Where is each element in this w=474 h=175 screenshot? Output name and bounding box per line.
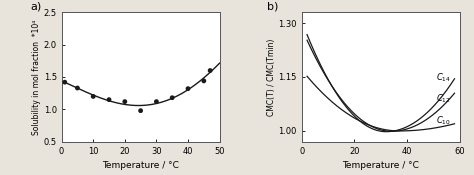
Text: $C_{14}$: $C_{14}$ [436, 71, 451, 84]
X-axis label: Temperature / °C: Temperature / °C [342, 161, 419, 170]
Point [206, 69, 214, 72]
Point [184, 87, 192, 90]
Y-axis label: Solubility in mol fraction  *10⁴: Solubility in mol fraction *10⁴ [32, 19, 41, 135]
Point [73, 87, 81, 89]
Y-axis label: CMC(T) / CMC(Tmin): CMC(T) / CMC(Tmin) [267, 38, 276, 116]
Point [168, 96, 176, 99]
Point [105, 98, 113, 101]
Text: $C_{10}$: $C_{10}$ [436, 115, 451, 127]
Text: $C_{12}$: $C_{12}$ [436, 92, 451, 105]
Point [137, 109, 145, 112]
Text: a): a) [30, 2, 41, 12]
Point [153, 100, 160, 103]
Point [61, 81, 69, 84]
Point [121, 100, 128, 103]
Point [200, 79, 208, 82]
Point [90, 95, 97, 98]
X-axis label: Temperature / °C: Temperature / °C [102, 161, 179, 170]
Text: b): b) [267, 2, 278, 12]
